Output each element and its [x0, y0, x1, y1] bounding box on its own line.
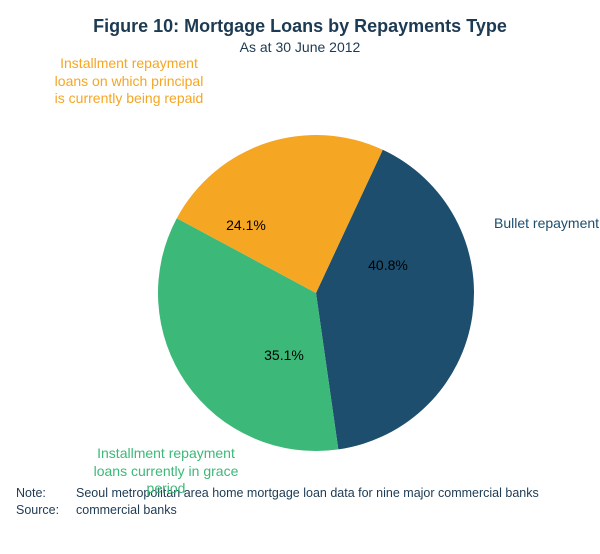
pie-label-bullet: Bullet repayment	[494, 215, 600, 233]
chart-area: 40.8%Bullet repayment35.1%Installment re…	[16, 55, 584, 485]
chart-subtitle: As at 30 June 2012	[16, 39, 584, 55]
footer-source-key: Source:	[16, 502, 76, 519]
pie-percent-bullet: 40.8%	[368, 257, 408, 273]
footer-source-value: commercial banks	[76, 502, 584, 519]
figure-container: Figure 10: Mortgage Loans by Repayments …	[0, 0, 600, 554]
chart-title: Figure 10: Mortgage Loans by Repayments …	[16, 16, 584, 37]
pie-percent-principal: 24.1%	[226, 217, 266, 233]
pie-label-principal: Installment repayment loans on which pri…	[54, 55, 204, 108]
pie-chart	[16, 55, 600, 485]
footer-source-row: Source: commercial banks	[16, 502, 584, 519]
pie-label-grace: Installment repayment loans currently in…	[91, 445, 241, 498]
footer-note-key: Note:	[16, 485, 76, 502]
pie-percent-grace: 35.1%	[264, 347, 304, 363]
